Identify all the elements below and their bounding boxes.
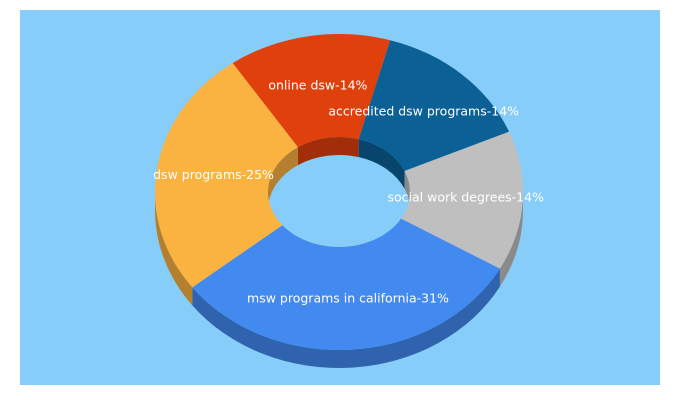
slice-label: accredited dsw programs-14% xyxy=(328,103,519,118)
slice-side xyxy=(192,268,500,369)
slice-side xyxy=(155,192,193,306)
slice-inner-side xyxy=(358,139,405,190)
slice-inner-side xyxy=(297,137,359,166)
slice-label: dsw programs-25% xyxy=(153,167,274,182)
slice-inner-side xyxy=(404,171,410,210)
slice-label: msw programs in california-31% xyxy=(247,291,449,306)
slice xyxy=(192,218,500,350)
slice-label: social work degrees-14% xyxy=(388,190,545,205)
slice-label: online dsw-14% xyxy=(268,78,367,93)
slice-side xyxy=(499,192,524,287)
slice xyxy=(401,131,523,269)
slice xyxy=(358,40,510,172)
slice xyxy=(155,63,298,288)
slice-inner-side xyxy=(268,147,298,210)
slice xyxy=(232,34,391,148)
